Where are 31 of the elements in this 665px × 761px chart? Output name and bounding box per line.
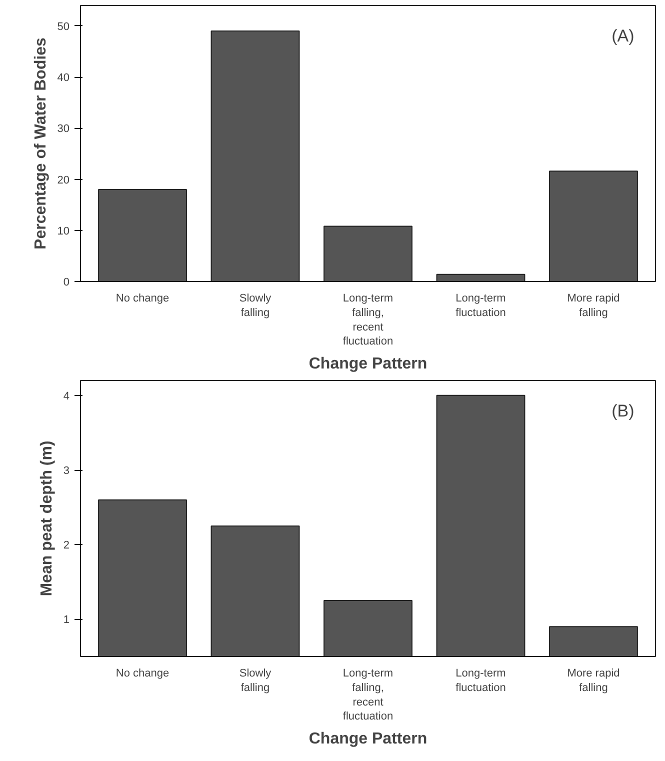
x-axis-title: Change Pattern [308,730,428,748]
x-tick-label: No change [116,668,170,680]
bar [210,30,300,282]
x-tick-label: No change [116,292,170,304]
y-tick-label: 40 [57,72,70,84]
y-axis-title: Mean peat depth (m) [38,440,56,596]
bar [324,226,412,282]
x-axis-title: Change Pattern [308,356,428,373]
y-tick-label: 20 [57,174,70,186]
x-tick-label: Long-term falling, recent fluctuation [342,292,394,348]
x-tick-label: Long-term fluctuation [456,292,506,319]
x-tick-label: More rapid falling [567,292,620,319]
x-tick-label: Slowly falling [239,292,272,319]
bar [436,274,526,282]
y-tick-label: 30 [57,123,70,136]
y-tick-label: 10 [57,225,70,238]
bar [549,170,638,282]
bar [98,189,187,282]
x-tick-label: Long-term fluctuation [456,668,506,694]
y-tick-label: 1 [63,614,70,626]
annotation: (A) [612,26,634,46]
x-tick-label: Slowly falling [239,668,272,694]
y-tick-label: 3 [63,465,70,478]
annotation: (B) [612,402,634,420]
y-axis-title: Percentage of Water Bodies [32,37,50,250]
y-tick-label: 50 [57,20,70,33]
x-tick-label: More rapid falling [567,668,620,694]
y-tick-label: 4 [63,390,70,402]
y-tick-label: 2 [63,540,70,552]
y-tick-label: 0 [63,276,70,288]
x-tick-label: Long-term falling, recent fluctuation [342,668,394,723]
